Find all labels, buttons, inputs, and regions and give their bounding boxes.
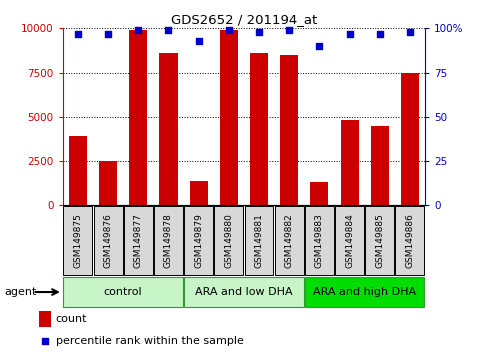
Bar (69, 136, 87, 205)
Point (195, 38, 202, 44)
Bar (39, 311, 51, 327)
FancyBboxPatch shape (365, 206, 394, 275)
FancyBboxPatch shape (63, 277, 183, 307)
Point (225, 27, 233, 33)
FancyBboxPatch shape (94, 206, 123, 275)
FancyBboxPatch shape (63, 206, 92, 275)
Text: GSM149884: GSM149884 (345, 213, 354, 268)
FancyBboxPatch shape (124, 206, 153, 275)
Bar (401, 73, 419, 205)
Bar (250, 53, 268, 205)
Bar (280, 55, 298, 205)
FancyBboxPatch shape (275, 206, 304, 275)
Text: GSM149886: GSM149886 (405, 213, 414, 268)
Bar (129, 30, 147, 205)
FancyBboxPatch shape (244, 206, 273, 275)
Text: GSM149883: GSM149883 (315, 213, 324, 268)
Point (346, 31, 354, 36)
Text: count: count (56, 314, 87, 324)
FancyBboxPatch shape (184, 206, 213, 275)
Text: GSM149876: GSM149876 (103, 213, 113, 268)
Text: agent: agent (5, 287, 37, 297)
Point (74, 31, 82, 36)
Text: GSM149879: GSM149879 (194, 213, 203, 268)
Bar (220, 30, 238, 205)
FancyBboxPatch shape (214, 206, 243, 275)
FancyBboxPatch shape (335, 206, 364, 275)
Point (104, 31, 112, 36)
Point (376, 31, 384, 36)
Text: ARA and high DHA: ARA and high DHA (313, 287, 416, 297)
Bar (99, 161, 117, 205)
Point (406, 29, 414, 35)
Bar (341, 120, 358, 205)
Point (165, 27, 172, 33)
Text: ARA and low DHA: ARA and low DHA (195, 287, 293, 297)
Text: GSM149875: GSM149875 (73, 213, 83, 268)
Text: GSM149881: GSM149881 (255, 213, 264, 268)
FancyBboxPatch shape (184, 277, 304, 307)
Bar (189, 181, 208, 205)
Text: GSM149880: GSM149880 (224, 213, 233, 268)
Text: GSM149878: GSM149878 (164, 213, 173, 268)
Point (134, 27, 142, 33)
Point (315, 43, 323, 49)
Text: control: control (104, 287, 142, 297)
Bar (159, 53, 178, 205)
FancyBboxPatch shape (305, 277, 425, 307)
Text: GSM149877: GSM149877 (134, 213, 143, 268)
Text: GSM149885: GSM149885 (375, 213, 384, 268)
Point (285, 27, 293, 33)
Text: percentile rank within the sample: percentile rank within the sample (56, 336, 243, 346)
Title: GDS2652 / 201194_at: GDS2652 / 201194_at (171, 13, 317, 26)
Point (255, 29, 263, 35)
FancyBboxPatch shape (305, 206, 334, 275)
FancyBboxPatch shape (396, 206, 425, 275)
Text: GSM149882: GSM149882 (284, 213, 294, 268)
Bar (371, 126, 389, 205)
FancyBboxPatch shape (154, 206, 183, 275)
Bar (311, 182, 328, 205)
